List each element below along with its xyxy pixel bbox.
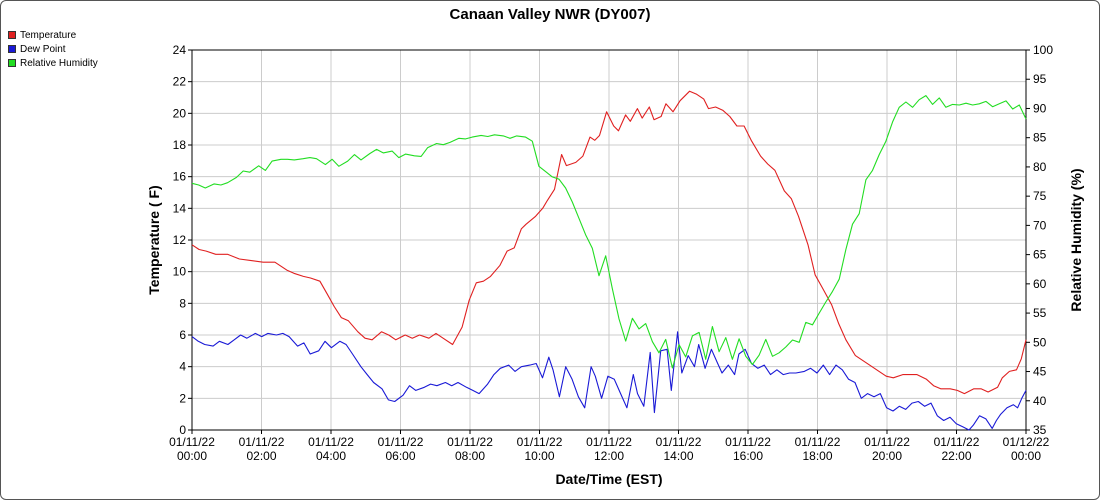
series-line-dew-point [191,331,1027,431]
grid-layer [191,49,1027,431]
x-tick-date: 01/11/22 [725,435,771,449]
left-tick-label: 14 [173,201,187,215]
x-tick-time: 06:00 [385,449,415,463]
x-tick-date: 01/11/22 [447,435,493,449]
x-tick-date: 01/11/22 [795,435,841,449]
x-tick-date: 01/12/22 [1003,435,1050,449]
right-tick-label: 65 [1033,248,1047,262]
right-tick-label: 90 [1033,101,1047,115]
right-tick-label: 70 [1033,218,1047,232]
x-tick-date: 01/11/22 [517,435,563,449]
left-tick-label: 10 [173,265,187,279]
left-tick-label: 18 [173,138,187,152]
series-line-relative-humidity [191,95,1027,369]
x-axis-ticks: 01/11/2200:0001/11/2202:0001/11/2204:000… [169,430,1050,463]
x-tick-date: 01/11/22 [586,435,632,449]
x-axis-label: Date/Time (EST) [555,471,662,487]
x-tick-time: 20:00 [872,449,902,463]
x-tick-date: 01/11/22 [934,435,980,449]
right-tick-label: 35 [1033,423,1047,437]
x-tick-time: 00:00 [177,449,207,463]
legend-item: Dew Point [8,42,98,56]
x-tick-time: 16:00 [733,449,763,463]
left-tick-label: 4 [179,360,186,374]
left-tick-label: 20 [173,106,187,120]
legend-swatch [8,31,16,39]
legend-label: Temperature [20,29,77,41]
left-tick-label: 0 [179,423,186,437]
x-tick-time: 04:00 [316,449,346,463]
x-tick-time: 02:00 [246,449,276,463]
series-line-temperature [191,90,1027,395]
x-tick-date: 01/11/22 [864,435,910,449]
x-tick-time: 08:00 [455,449,485,463]
left-tick-label: 8 [179,296,186,310]
x-tick-time: 12:00 [594,449,624,463]
right-tick-label: 85 [1033,131,1047,145]
legend-swatch [8,45,16,53]
legend-item: Temperature [8,28,98,42]
right-axis-ticks: 35 40 45 50 55 60 65 70 75 80 85 90 95 100 [1026,43,1053,437]
right-tick-label: 55 [1033,306,1047,320]
right-tick-label: 100 [1033,43,1053,57]
x-tick-time: 18:00 [802,449,832,463]
right-tick-label: 80 [1033,160,1047,174]
series-layer [191,90,1027,431]
x-tick-date: 01/11/22 [656,435,702,449]
left-tick-label: 6 [179,328,186,342]
right-tick-label: 40 [1033,394,1047,408]
x-tick-time: 14:00 [663,449,693,463]
right-tick-label: 45 [1033,365,1047,379]
y-left-axis-label: Temperature ( F) [146,185,162,294]
legend-label: Relative Humidity [20,57,98,69]
left-tick-label: 24 [173,43,187,57]
y-right-axis-label: Relative Humidity (%) [1068,168,1084,311]
x-tick-date: 01/11/22 [169,435,215,449]
x-tick-time: 00:00 [1011,449,1041,463]
x-tick-date: 01/11/22 [239,435,285,449]
left-tick-label: 16 [173,170,187,184]
right-tick-label: 95 [1033,72,1047,86]
x-tick-time: 22:00 [941,449,971,463]
left-tick-label: 22 [173,75,187,89]
left-tick-label: 2 [179,391,186,405]
right-tick-label: 75 [1033,189,1047,203]
legend-label: Dew Point [20,43,66,55]
legend-item: Relative Humidity [8,56,98,70]
x-tick-date: 01/11/22 [378,435,424,449]
x-tick-time: 10:00 [524,449,554,463]
right-tick-label: 60 [1033,277,1047,291]
left-tick-label: 12 [173,233,187,247]
chart-title: Canaan Valley NWR (DY007) [450,6,651,23]
legend: Temperature Dew Point Relative Humidity [8,28,98,70]
legend-swatch [8,59,16,67]
x-tick-date: 01/11/22 [308,435,354,449]
right-tick-label: 50 [1033,335,1047,349]
